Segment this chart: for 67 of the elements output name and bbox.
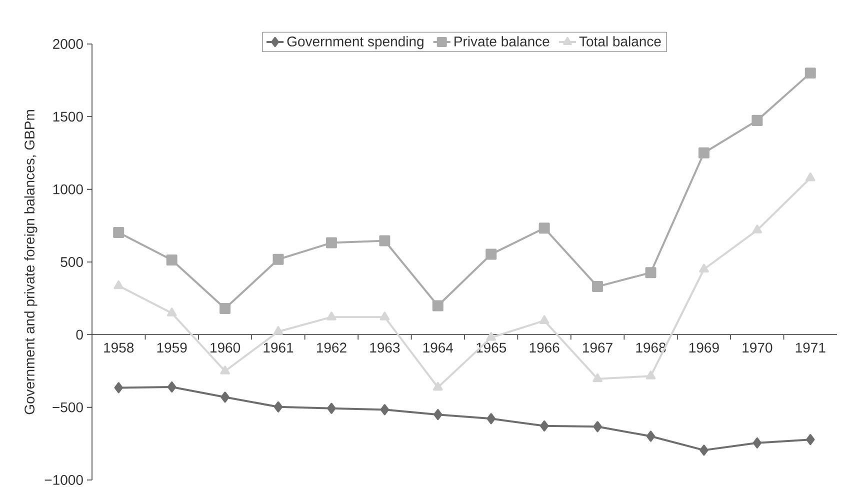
point bbox=[592, 373, 602, 382]
point bbox=[486, 332, 496, 341]
x-tick-label: 1960 bbox=[210, 342, 240, 353]
point bbox=[646, 370, 656, 380]
point bbox=[380, 312, 390, 320]
point bbox=[592, 281, 604, 292]
y-axis-title: Government and private foreign balances, GBPm bbox=[24, 110, 38, 414]
point bbox=[540, 420, 549, 432]
y-tick-label: −500 bbox=[52, 402, 83, 412]
y-tick-label: 1000 bbox=[53, 184, 83, 194]
point bbox=[274, 401, 283, 412]
legend-label: Total balance bbox=[579, 36, 661, 46]
point bbox=[752, 224, 762, 234]
point bbox=[220, 392, 230, 403]
point bbox=[166, 254, 178, 266]
y-tick-label: 0 bbox=[76, 330, 83, 340]
x-tick-label: 1970 bbox=[742, 342, 772, 353]
x-tick-label: 1958 bbox=[104, 342, 134, 353]
point bbox=[645, 267, 656, 278]
x-tick-label: 1959 bbox=[157, 342, 187, 353]
point bbox=[486, 413, 496, 424]
point bbox=[593, 421, 602, 432]
point bbox=[699, 264, 709, 273]
point bbox=[113, 226, 124, 238]
point bbox=[327, 402, 336, 414]
point bbox=[272, 254, 284, 265]
point bbox=[220, 302, 231, 314]
x-tick-label: 1961 bbox=[264, 342, 294, 353]
point bbox=[166, 308, 177, 316]
point bbox=[220, 366, 230, 374]
point bbox=[805, 172, 816, 182]
point bbox=[432, 300, 444, 312]
x-tick-label: 1963 bbox=[370, 342, 400, 353]
legend-label: Government spending bbox=[287, 36, 424, 50]
point bbox=[326, 312, 336, 320]
y-tick-label: −1000 bbox=[44, 475, 83, 485]
point bbox=[326, 237, 337, 248]
x-tick-label: 1969 bbox=[689, 342, 719, 353]
y-tick-label: 500 bbox=[60, 257, 83, 267]
legend-label: Private balance bbox=[454, 36, 550, 46]
point bbox=[752, 114, 763, 126]
point bbox=[434, 409, 442, 420]
point bbox=[167, 381, 176, 392]
point bbox=[538, 222, 550, 234]
point bbox=[700, 444, 708, 456]
y-tick-label: 2000 bbox=[53, 39, 83, 49]
point bbox=[539, 315, 550, 324]
x-tick-label: 1964 bbox=[423, 342, 454, 353]
point bbox=[273, 326, 284, 335]
point bbox=[486, 248, 497, 260]
point bbox=[114, 382, 123, 394]
x-tick-label: 1968 bbox=[636, 342, 666, 353]
x-tick-label: 1967 bbox=[583, 342, 612, 353]
x-tick-label: 1966 bbox=[530, 342, 560, 353]
y-tick-label: 1500 bbox=[53, 112, 83, 122]
x-tick-label: 1965 bbox=[476, 342, 506, 353]
point bbox=[698, 147, 710, 158]
x-tick-label: 1971 bbox=[796, 342, 826, 353]
point bbox=[114, 280, 124, 290]
point bbox=[752, 437, 762, 448]
point bbox=[433, 382, 443, 391]
x-tick-label: 1962 bbox=[316, 342, 346, 353]
point bbox=[806, 434, 815, 446]
point bbox=[804, 68, 816, 79]
point bbox=[379, 235, 390, 246]
point bbox=[646, 430, 656, 442]
point bbox=[380, 404, 390, 416]
